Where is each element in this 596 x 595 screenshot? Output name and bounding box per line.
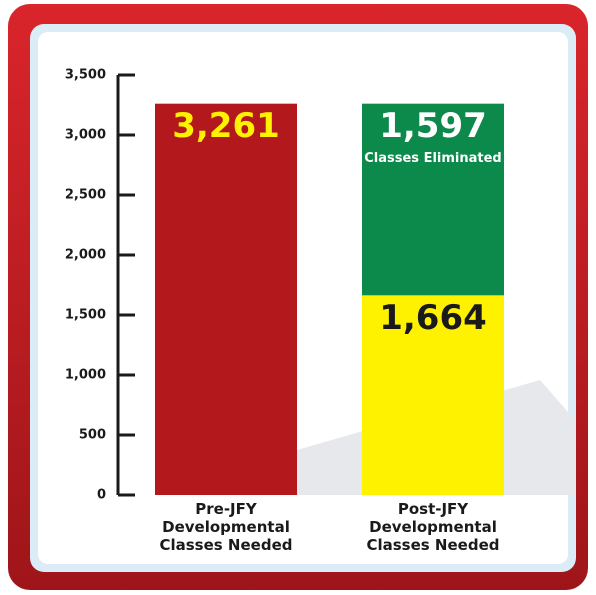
y-tick-label: 3,000: [65, 128, 106, 143]
bar: [362, 295, 504, 495]
value-label: 1,597: [379, 106, 487, 146]
value-label: 1,664: [379, 298, 487, 338]
y-tick-label: 1,500: [65, 308, 106, 323]
y-tick-label: 3,500: [65, 68, 106, 83]
y-tick-label: 2,500: [65, 188, 106, 203]
y-tick-label: 500: [79, 428, 106, 443]
value-label: 3,261: [172, 106, 280, 146]
x-tick-label: Pre-JFY Developmental Classes Needed: [159, 500, 293, 554]
series-label: Classes Eliminated: [364, 151, 501, 166]
y-tick-label: 0: [97, 488, 106, 503]
y-tick-label: 1,000: [65, 368, 106, 383]
bar: [362, 103, 504, 296]
x-tick-label: Post-JFY Developmental Classes Needed: [366, 500, 500, 554]
y-tick-label: 2,000: [65, 248, 106, 263]
bar: [155, 103, 297, 496]
